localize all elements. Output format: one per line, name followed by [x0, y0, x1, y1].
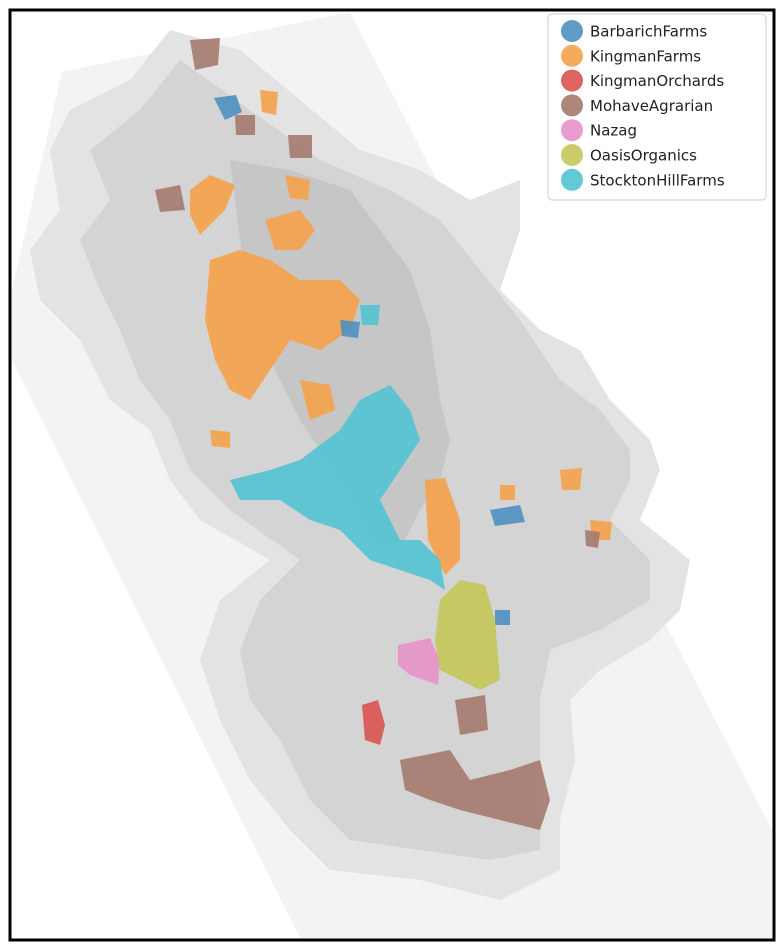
parcel: [260, 90, 278, 115]
parcel: [214, 95, 242, 120]
parcel: [155, 185, 185, 212]
parcel: [435, 580, 500, 690]
legend-swatch: [561, 44, 583, 67]
farm-parcels: [155, 38, 612, 830]
legend-label: OasisOrganics: [590, 147, 697, 165]
legend-label: Nazag: [590, 122, 637, 140]
parcel: [360, 305, 380, 325]
parcel: [265, 210, 315, 250]
legend-box: [547, 13, 767, 201]
parcel: [235, 115, 255, 135]
parcel: [210, 430, 230, 448]
parcel: [455, 695, 488, 735]
parcel: [400, 750, 550, 830]
parcel: [285, 175, 310, 200]
legend-swatch: [561, 94, 583, 117]
legend-label: MohaveAgrarian: [590, 97, 713, 115]
parcel: [190, 38, 220, 70]
parcel: [490, 505, 525, 526]
parcel: [300, 380, 335, 420]
parcel: [560, 468, 582, 490]
parcel: [500, 485, 515, 500]
legend-swatch: [561, 69, 583, 92]
parcel: [288, 135, 312, 158]
legend-swatch: [561, 20, 583, 42]
legend-label: StocktonHillFarms: [590, 171, 725, 189]
parcel: [585, 530, 600, 548]
parcel: [230, 385, 445, 590]
parcel: [362, 700, 385, 745]
legend-label: KingmanFarms: [590, 47, 701, 65]
parcel: [340, 320, 360, 338]
legend-swatch: [561, 168, 583, 191]
legend-swatch: [561, 144, 583, 166]
legend: BarbarichFarms KingmanFarms KingmanOrchard…: [547, 13, 767, 201]
parcel: [425, 478, 460, 575]
legend-label: BarbarichFarms: [590, 23, 707, 41]
parcel: [495, 610, 510, 625]
legend-label: KingmanOrchards: [590, 72, 724, 90]
legend-swatch: [561, 119, 583, 142]
parcel: [205, 250, 360, 400]
parcel: [190, 175, 235, 235]
parcel: [398, 638, 440, 685]
